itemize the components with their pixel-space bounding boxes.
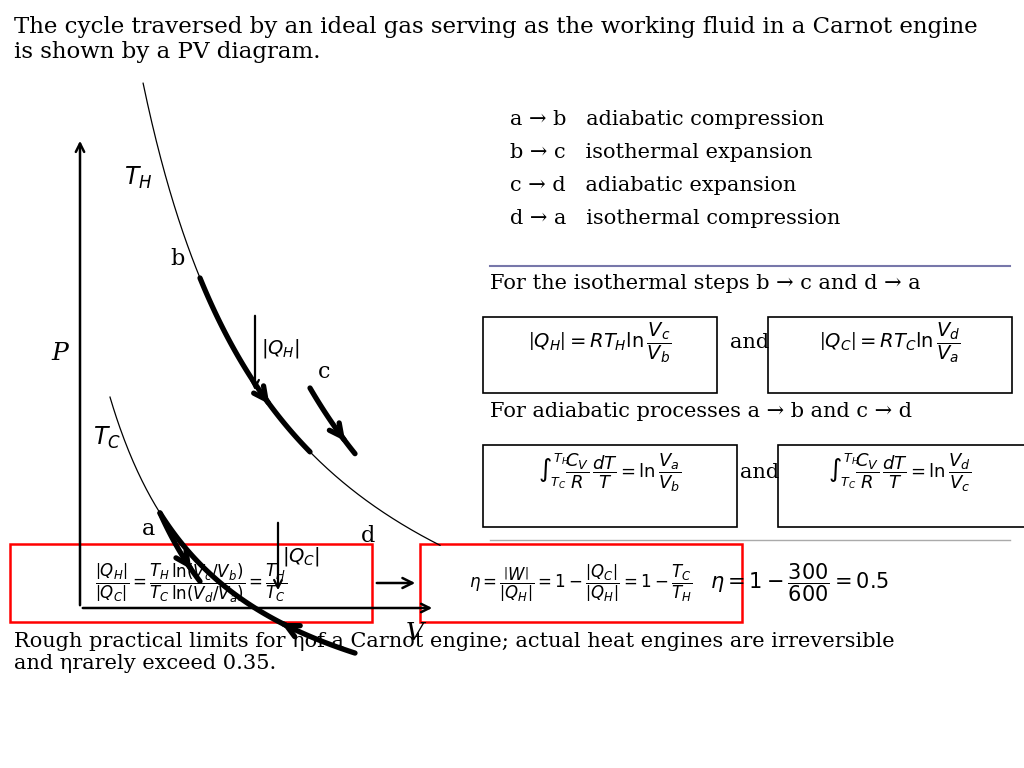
Text: $|Q_H|$: $|Q_H|$ — [261, 336, 300, 359]
Text: $\eta = 1 - \dfrac{300}{600} = 0.5$: $\eta = 1 - \dfrac{300}{600} = 0.5$ — [711, 561, 890, 604]
FancyBboxPatch shape — [483, 445, 737, 527]
Text: $\int_{T_C}^{T_H}\!\dfrac{C_V}{R}\,\dfrac{dT}{T} = \ln\dfrac{V_a}{V_b}$: $\int_{T_C}^{T_H}\!\dfrac{C_V}{R}\,\dfra… — [539, 452, 682, 494]
Text: For adiabatic processes a → b and c → d: For adiabatic processes a → b and c → d — [490, 402, 912, 421]
Text: P: P — [51, 342, 69, 365]
Text: V: V — [406, 621, 424, 644]
Text: For the isothermal steps b → c and d → a: For the isothermal steps b → c and d → a — [490, 274, 921, 293]
FancyBboxPatch shape — [10, 544, 372, 622]
FancyBboxPatch shape — [420, 544, 742, 622]
FancyBboxPatch shape — [768, 317, 1012, 393]
Text: $T_H$: $T_H$ — [124, 165, 153, 191]
Text: and: and — [730, 333, 770, 353]
Text: b: b — [171, 248, 185, 270]
FancyBboxPatch shape — [778, 445, 1024, 527]
Text: d: d — [361, 525, 376, 547]
Text: b → c   isothermal expansion: b → c isothermal expansion — [510, 143, 812, 162]
Text: Rough practical limits for ηof a Carnot engine; actual heat engines are irrevers: Rough practical limits for ηof a Carnot … — [14, 632, 895, 673]
Text: $\dfrac{\left|Q_H\right|}{\left|Q_C\right|} = \dfrac{T_H}{T_C}\dfrac{\ln(V_c/V_b: $\dfrac{\left|Q_H\right|}{\left|Q_C\righ… — [95, 561, 287, 604]
Text: $\left|Q_H\right| = RT_H \ln\dfrac{V_c}{V_b}$: $\left|Q_H\right| = RT_H \ln\dfrac{V_c}{… — [528, 321, 672, 366]
Text: The cycle traversed by an ideal gas serving as the working fluid in a Carnot eng: The cycle traversed by an ideal gas serv… — [14, 16, 978, 64]
Text: $T_C$: $T_C$ — [93, 425, 121, 451]
Text: a → b   adiabatic compression: a → b adiabatic compression — [510, 110, 824, 129]
Text: d → a   isothermal compression: d → a isothermal compression — [510, 209, 841, 228]
Text: $\left|Q_C\right| = RT_C \ln\dfrac{V_d}{V_a}$: $\left|Q_C\right| = RT_C \ln\dfrac{V_d}{… — [819, 321, 961, 366]
Text: c: c — [318, 361, 331, 383]
Text: $\eta = \dfrac{\left|W\right|}{\left|Q_H\right|} = 1 - \dfrac{\left|Q_C\right|}{: $\eta = \dfrac{\left|W\right|}{\left|Q_H… — [469, 562, 693, 604]
Text: a: a — [141, 518, 155, 540]
FancyBboxPatch shape — [483, 317, 717, 393]
Text: and: and — [740, 464, 779, 482]
Text: $|Q_C|$: $|Q_C|$ — [282, 545, 321, 568]
Text: $\int_{T_C}^{T_H}\!\dfrac{C_V}{R}\,\dfrac{dT}{T} = \ln\dfrac{V_d}{V_c}$: $\int_{T_C}^{T_H}\!\dfrac{C_V}{R}\,\dfra… — [828, 452, 972, 494]
Text: c → d   adiabatic expansion: c → d adiabatic expansion — [510, 176, 797, 195]
